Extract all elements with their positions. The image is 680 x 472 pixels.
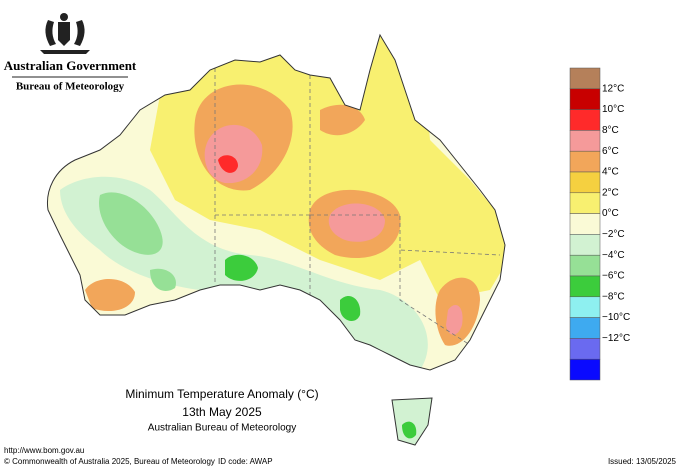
legend-swatch	[569, 130, 601, 152]
legend-swatch	[569, 358, 601, 381]
legend-label: −10°C	[602, 312, 630, 323]
legend-label: 4°C	[602, 167, 619, 178]
legend-swatch	[569, 338, 601, 360]
legend-label: −12°C	[602, 333, 630, 344]
legend-swatch	[569, 275, 601, 298]
header-subtitle: Bureau of Meteorology	[16, 81, 125, 93]
legend: 12°C 10°C 8°C 6°C 4°C 2°C 0°C −2°C −4°C −6°C −8°C −…	[569, 67, 630, 381]
map-title: Minimum Temperature Anomaly (°C)	[125, 387, 318, 401]
legend-swatch	[569, 213, 601, 235]
legend-label: 2°C	[602, 187, 619, 198]
crest	[40, 13, 90, 54]
legend-swatch	[569, 67, 601, 90]
map-date: 13th May 2025	[182, 405, 262, 419]
tasmania	[391, 397, 433, 446]
footer-url: http://www.bom.gov.au	[4, 446, 84, 455]
legend-label: −4°C	[602, 250, 625, 261]
footer-id: ID code: AWAP	[218, 457, 273, 466]
legend-label: 10°C	[602, 104, 624, 115]
legend-swatch	[569, 254, 601, 277]
legend-swatch	[569, 109, 601, 131]
legend-swatch	[569, 192, 601, 214]
legend-label: 6°C	[602, 146, 619, 157]
legend-label: −2°C	[602, 229, 625, 240]
footer-issued: Issued: 13/05/2025	[608, 457, 677, 466]
map-source: Australian Bureau of Meteorology	[148, 423, 296, 434]
legend-swatch	[569, 317, 601, 339]
legend-swatch	[569, 234, 601, 256]
legend-label: −6°C	[602, 271, 625, 282]
legend-label: 0°C	[602, 208, 619, 219]
header-title: Australian Government	[4, 58, 137, 73]
legend-swatch	[569, 296, 601, 318]
legend-label: −8°C	[602, 291, 625, 302]
legend-label: 12°C	[602, 83, 624, 94]
footer-copyright: © Commonwealth of Australia 2025, Bureau…	[4, 457, 215, 466]
legend-swatch	[569, 150, 601, 173]
legend-swatch	[569, 88, 601, 110]
coastline	[46, 33, 506, 371]
legend-swatch	[569, 171, 601, 194]
tasmania-anomaly	[402, 421, 417, 439]
legend-label: 8°C	[602, 125, 619, 136]
